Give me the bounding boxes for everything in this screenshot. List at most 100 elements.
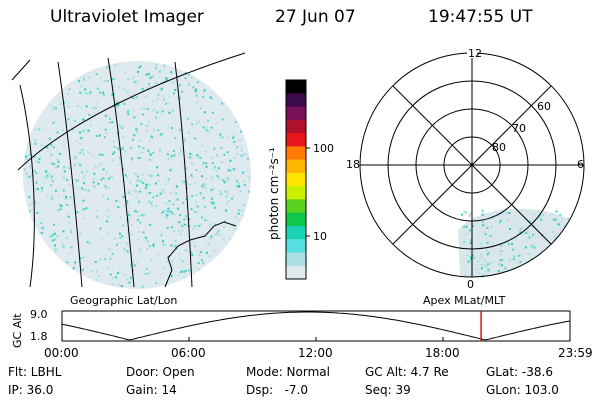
emission-dot <box>83 256 86 259</box>
emission-dot <box>226 135 229 138</box>
emission-dot <box>144 187 147 190</box>
emission-dot <box>202 162 205 165</box>
emission-dot <box>537 216 540 219</box>
emission-dot <box>156 166 159 169</box>
emission-dot <box>62 189 65 192</box>
emission-dot <box>79 107 82 110</box>
altitude-axis-label: GC Alt <box>11 313 24 348</box>
emission-dot <box>562 275 565 277</box>
emission-dot <box>184 215 187 218</box>
emission-dot <box>186 217 189 220</box>
emission-dot <box>191 176 194 179</box>
emission-dot <box>150 116 153 119</box>
polar-mlat-mlt-panel: 12 18 6 0 60 70 80 <box>346 47 587 291</box>
emission-dot <box>527 230 530 233</box>
emission-dot <box>145 184 148 187</box>
emission-dot <box>126 111 129 114</box>
emission-dot <box>225 209 228 212</box>
emission-dot <box>145 124 148 127</box>
emission-dot <box>76 211 79 214</box>
emission-dot <box>240 130 243 133</box>
emission-dot <box>181 269 184 272</box>
emission-dot <box>130 193 133 196</box>
emission-dot <box>103 79 106 82</box>
emission-dot <box>484 233 487 236</box>
emission-dot <box>59 204 62 207</box>
emission-dot <box>195 88 198 91</box>
emission-dot <box>533 246 536 249</box>
emission-dot <box>205 251 208 254</box>
emission-dot <box>28 165 31 168</box>
emission-dot <box>148 183 151 186</box>
emission-dot <box>216 231 219 234</box>
emission-dot <box>80 137 83 140</box>
emission-dot <box>152 108 155 111</box>
emission-dot <box>52 239 55 242</box>
emission-dot <box>145 237 148 240</box>
emission-dot <box>463 240 466 243</box>
emission-dot <box>528 273 531 276</box>
emission-dot <box>585 248 587 250</box>
emission-dot <box>549 214 552 217</box>
emission-dot <box>127 191 130 194</box>
emission-dot <box>179 152 182 155</box>
emission-dot <box>116 133 119 136</box>
emission-dot <box>205 165 208 168</box>
emission-dot <box>555 210 558 213</box>
emission-dot <box>49 235 52 238</box>
emission-dot <box>206 125 209 128</box>
colorbar-band <box>286 225 306 240</box>
emission-dot <box>41 223 44 226</box>
emission-dot <box>234 121 237 124</box>
emission-dot <box>463 210 466 213</box>
emission-dot <box>199 170 202 173</box>
emission-dot <box>225 195 228 198</box>
emission-dot <box>241 203 244 206</box>
emission-dot <box>103 136 106 139</box>
emission-dot <box>190 174 193 177</box>
emission-dot <box>188 131 191 134</box>
emission-dot <box>38 128 41 131</box>
emission-dot <box>583 281 585 283</box>
plot-frame <box>61 310 571 342</box>
emission-dot <box>164 243 167 246</box>
emission-dot <box>55 158 58 161</box>
emission-dot <box>111 282 114 285</box>
emission-dot <box>202 183 205 186</box>
emission-dot <box>59 152 62 155</box>
emission-dot <box>139 221 142 224</box>
emission-dot <box>151 136 154 139</box>
emission-dot <box>226 177 229 180</box>
emission-dot <box>202 186 205 189</box>
emission-dot <box>50 154 53 157</box>
emission-dot <box>554 218 557 221</box>
emission-dot <box>102 91 105 94</box>
emission-dot <box>174 88 177 91</box>
emission-dot <box>577 273 580 276</box>
emission-dot <box>199 192 202 195</box>
emission-dot <box>232 136 235 139</box>
emission-dot <box>67 92 70 95</box>
colorbar-band <box>286 212 306 227</box>
emission-dot <box>183 270 186 273</box>
emission-dot <box>530 245 533 248</box>
emission-dot <box>147 174 150 177</box>
emission-dot <box>485 270 488 273</box>
emission-dot <box>536 280 538 282</box>
emission-dot <box>102 93 105 96</box>
emission-dot <box>247 176 250 179</box>
emission-dot <box>67 102 70 105</box>
grid-line <box>11 59 31 81</box>
emission-dot <box>200 106 203 109</box>
emission-dot <box>148 202 151 205</box>
observation-time: 19:47:55 UT <box>428 7 533 27</box>
emission-dot <box>37 224 40 227</box>
gc-alt-info: GC Alt: 4.7 Re <box>365 365 449 379</box>
emission-dot <box>162 243 165 246</box>
emission-dot <box>61 242 64 245</box>
observation-date: 27 Jun 07 <box>275 7 356 27</box>
emission-dot <box>77 162 80 165</box>
longitude-line <box>174 61 193 288</box>
emission-dot <box>486 227 489 230</box>
emission-dot <box>78 131 81 134</box>
